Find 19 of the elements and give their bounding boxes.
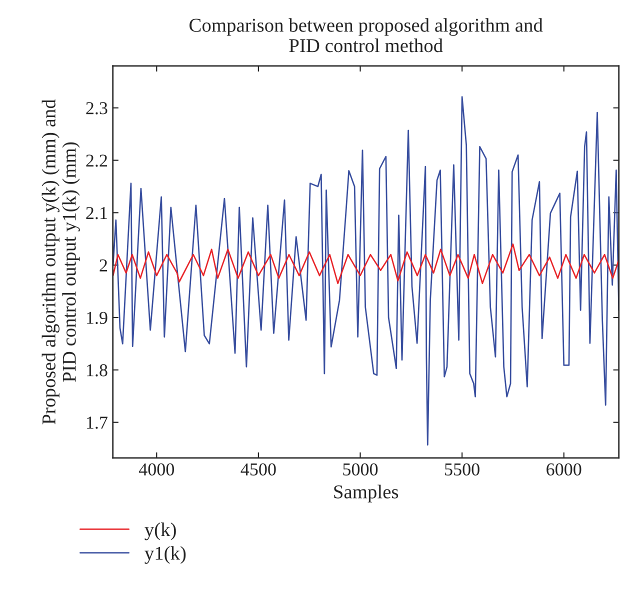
y-tick-label: 2 bbox=[100, 259, 108, 272]
x-tick-label: 4000 bbox=[138, 463, 174, 476]
y-tick-label: 1.8 bbox=[87, 364, 108, 376]
y-axis-title: Proposed algorithm output y(k) (mm) and PID control output y1(k) (mm) bbox=[42, 99, 80, 424]
x-tick-label: 6000 bbox=[546, 463, 582, 476]
legend-label: y1(k) bbox=[144, 546, 186, 564]
x-tick-label: 4500 bbox=[240, 463, 276, 476]
y-tick-label: 1.9 bbox=[87, 312, 108, 324]
line-series bbox=[112, 243, 619, 284]
x-tick-label: 5000 bbox=[343, 463, 378, 476]
y-tick-label: 2.3 bbox=[86, 102, 108, 114]
y-tick-label: 1.7 bbox=[87, 416, 108, 429]
line-series bbox=[112, 96, 619, 446]
x-tick-label: 5500 bbox=[445, 463, 480, 476]
x-axis-title: Samples bbox=[334, 484, 398, 502]
y-tick-label: 2.1 bbox=[86, 206, 107, 220]
legend-label: y(k) bbox=[144, 522, 176, 540]
y-tick-label: 2.2 bbox=[86, 154, 108, 167]
chart-title: Comparison between proposed algorithm and PID control method bbox=[190, 18, 543, 52]
